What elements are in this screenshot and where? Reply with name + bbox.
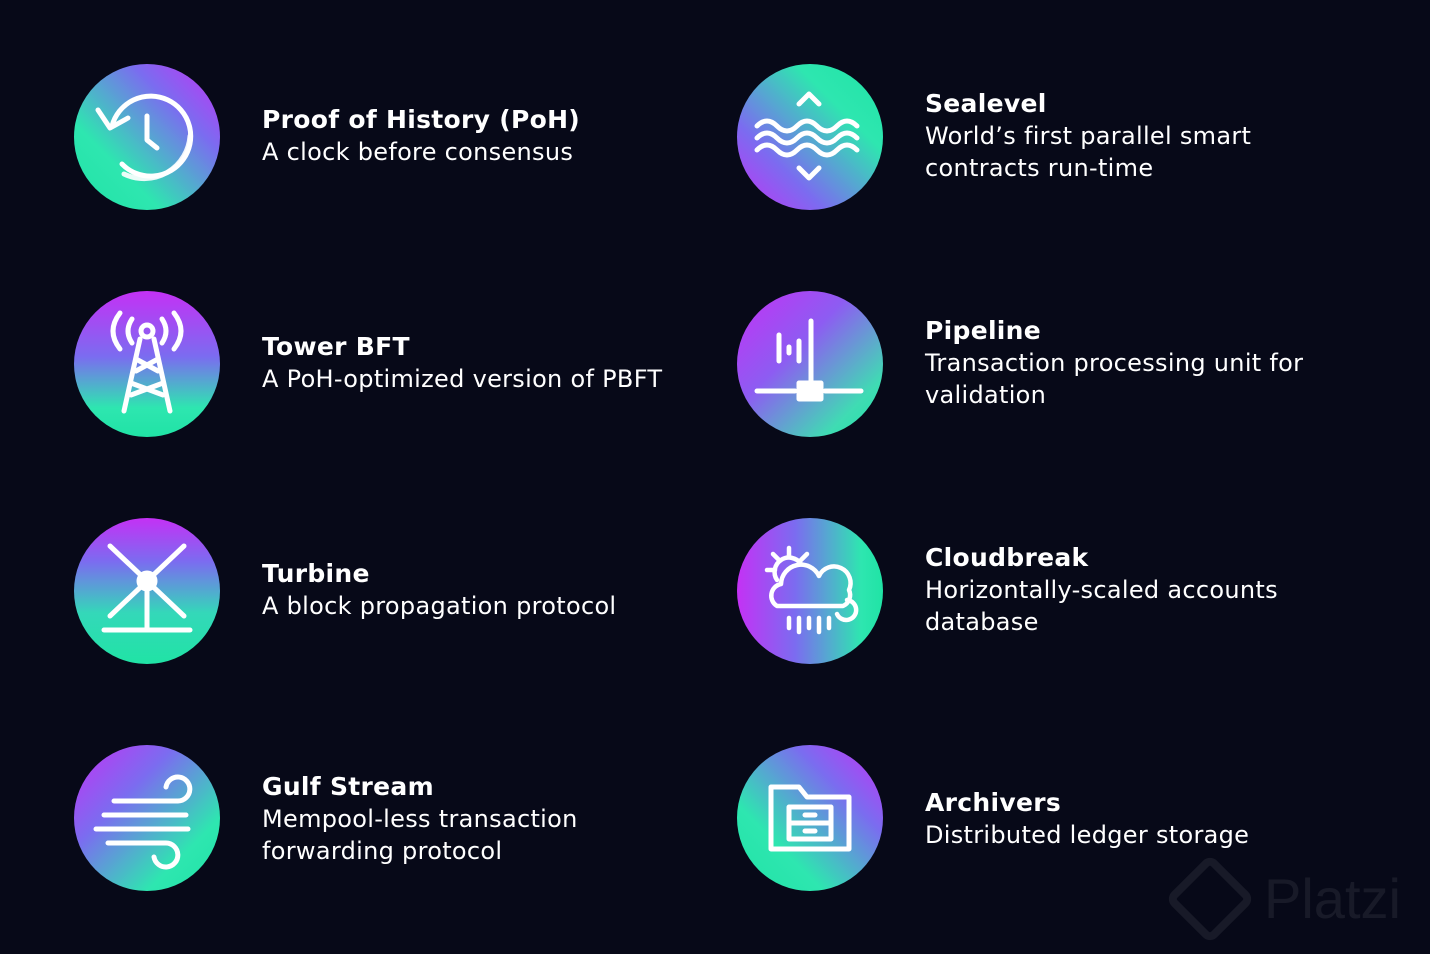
feature-description: World’s first parallel smart [925,122,1252,150]
watermark: Platzi [1164,853,1401,944]
feature-description: contracts run-time [925,154,1154,182]
feature-title: Proof of History (PoH) [262,105,581,134]
feature-description: Mempool-less transaction [262,805,578,833]
feature-title: Cloudbreak [925,543,1089,572]
turbine-icon [74,518,220,664]
feature-description: Transaction processing unit for [925,349,1304,377]
feature-pipeline: Pipeline Transaction processing unit for… [737,291,1377,441]
feature-description: database [925,608,1039,636]
clock-history-icon [74,64,220,210]
feature-title: Archivers [925,788,1062,817]
feature-title: Tower BFT [262,332,410,361]
cloud-sun-rain-icon [737,518,883,664]
feature-description: A block propagation protocol [262,592,617,620]
feature-gulf-stream: Gulf Stream Mempool-less transaction for… [74,745,714,895]
feature-description: forwarding protocol [262,837,503,865]
feature-archivers: Archivers Distributed ledger storage [737,745,1377,895]
radio-tower-icon [74,291,220,437]
feature-description: A PoH-optimized version of PBFT [262,365,663,393]
feature-sealevel: Sealevel World’s first parallel smart co… [737,64,1377,214]
feature-proof-of-history: Proof of History (PoH) A clock before co… [74,64,714,214]
feature-cloudbreak: Cloudbreak Horizontally-scaled accounts … [737,518,1377,668]
feature-turbine: Turbine A block propagation protocol [74,518,714,668]
feature-tower-bft: Tower BFT A PoH-optimized version of PBF… [74,291,714,441]
feature-description: A clock before consensus [262,138,574,166]
feature-title: Gulf Stream [262,772,434,801]
wind-icon [74,745,220,891]
watermark-text: Platzi [1264,867,1401,930]
feature-title: Pipeline [925,316,1042,345]
feature-description: validation [925,381,1047,409]
pipeline-icon [737,291,883,437]
platzi-logo-icon [1164,853,1256,944]
waves-icon [737,64,883,210]
feature-title: Turbine [262,559,370,588]
folder-archive-icon [737,745,883,891]
feature-description: Distributed ledger storage [925,821,1250,849]
feature-description: Horizontally-scaled accounts [925,576,1278,604]
feature-title: Sealevel [925,89,1047,118]
